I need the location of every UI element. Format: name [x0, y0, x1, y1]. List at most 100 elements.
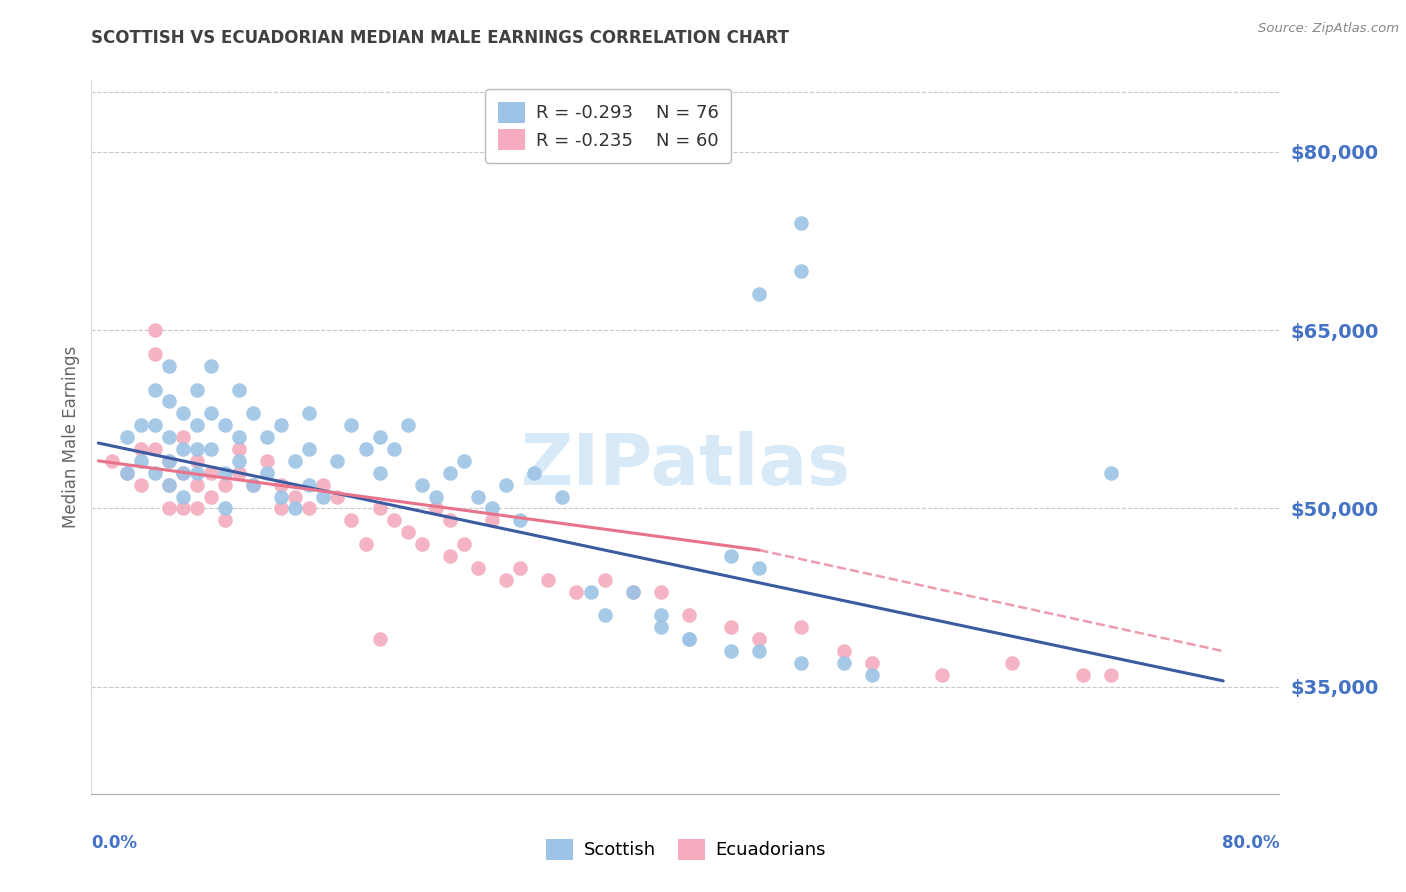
Point [439, 513, 461, 527]
Point [678, 608, 700, 623]
Point [157, 454, 180, 468]
Point [186, 418, 208, 433]
Point [396, 525, 419, 540]
Point [157, 501, 180, 516]
Point [228, 383, 250, 397]
Point [298, 406, 321, 420]
Point [157, 477, 180, 491]
Point [860, 656, 883, 670]
Point [101, 454, 124, 468]
Point [411, 537, 433, 551]
Point [565, 584, 588, 599]
Point [678, 632, 700, 647]
Point [396, 418, 419, 433]
Point [228, 442, 250, 456]
Point [186, 383, 208, 397]
Point [157, 394, 180, 409]
Point [115, 430, 138, 444]
Point [1001, 656, 1024, 670]
Point [368, 501, 391, 516]
Point [172, 490, 194, 504]
Point [172, 430, 194, 444]
Point [1099, 466, 1122, 480]
Point [312, 477, 335, 491]
Point [270, 490, 292, 504]
Point [1099, 668, 1122, 682]
Point [748, 644, 770, 658]
Point [453, 454, 475, 468]
Point [115, 466, 138, 480]
Point [256, 430, 278, 444]
Point [157, 454, 180, 468]
Point [256, 466, 278, 480]
Point [748, 632, 770, 647]
Point [382, 442, 405, 456]
Point [621, 584, 644, 599]
Point [678, 632, 700, 647]
Point [143, 383, 166, 397]
Point [270, 418, 292, 433]
Point [214, 513, 236, 527]
Point [832, 644, 855, 658]
Point [172, 466, 194, 480]
Point [129, 442, 152, 456]
Point [481, 501, 503, 516]
Point [214, 501, 236, 516]
Point [650, 608, 672, 623]
Point [228, 430, 250, 444]
Point [593, 608, 616, 623]
Point [439, 466, 461, 480]
Point [298, 477, 321, 491]
Point [495, 477, 517, 491]
Point [143, 323, 166, 337]
Point [200, 490, 222, 504]
Legend: Scottish, Ecuadorians: Scottish, Ecuadorians [538, 831, 834, 867]
Point [790, 263, 813, 277]
Point [551, 490, 574, 504]
Point [650, 584, 672, 599]
Point [790, 620, 813, 634]
Point [720, 549, 742, 563]
Point [214, 418, 236, 433]
Point [143, 442, 166, 456]
Point [425, 501, 447, 516]
Point [186, 442, 208, 456]
Point [720, 644, 742, 658]
Point [368, 430, 391, 444]
Text: 80.0%: 80.0% [1222, 834, 1279, 852]
Point [523, 466, 546, 480]
Point [115, 466, 138, 480]
Point [326, 490, 349, 504]
Point [242, 477, 264, 491]
Point [720, 620, 742, 634]
Point [270, 477, 292, 491]
Point [172, 442, 194, 456]
Point [129, 418, 152, 433]
Point [200, 359, 222, 373]
Y-axis label: Median Male Earnings: Median Male Earnings [62, 346, 80, 528]
Point [1071, 668, 1094, 682]
Point [621, 584, 644, 599]
Point [172, 406, 194, 420]
Point [129, 454, 152, 468]
Point [340, 513, 363, 527]
Text: 0.0%: 0.0% [91, 834, 138, 852]
Point [228, 466, 250, 480]
Point [200, 406, 222, 420]
Point [186, 477, 208, 491]
Point [368, 466, 391, 480]
Point [481, 513, 503, 527]
Point [790, 656, 813, 670]
Point [312, 490, 335, 504]
Point [537, 573, 560, 587]
Point [748, 287, 770, 301]
Text: ZIPatlas: ZIPatlas [520, 431, 851, 500]
Point [270, 501, 292, 516]
Point [382, 513, 405, 527]
Point [298, 442, 321, 456]
Legend: R = -0.293    N = 76, R = -0.235    N = 60: R = -0.293 N = 76, R = -0.235 N = 60 [485, 89, 731, 162]
Point [200, 466, 222, 480]
Point [129, 477, 152, 491]
Point [509, 513, 531, 527]
Point [650, 620, 672, 634]
